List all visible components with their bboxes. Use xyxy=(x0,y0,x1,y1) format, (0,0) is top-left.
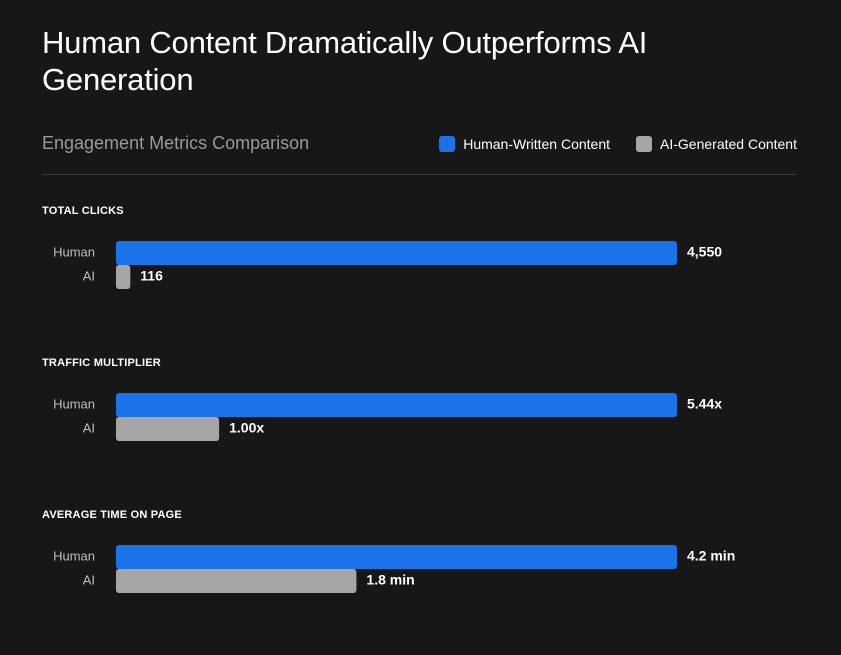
metric-label-traffic-multiplier: TRAFFIC MULTIPLIER xyxy=(42,357,161,369)
bar-traffic-multiplier-ai xyxy=(116,417,220,441)
legend-swatch-human xyxy=(439,136,456,152)
legend-swatch-ai xyxy=(636,136,653,152)
value-label-average-time-on-page-ai: 1.8 min xyxy=(366,572,414,588)
header-divider xyxy=(42,174,797,175)
value-label-total-clicks-ai: 116 xyxy=(140,268,163,284)
metric-label-total-clicks: TOTAL CLICKS xyxy=(42,205,124,217)
bar-traffic-multiplier-human xyxy=(116,393,677,417)
value-label-traffic-multiplier-ai: 1.00x xyxy=(229,420,264,436)
row-label-ai: AI xyxy=(83,572,95,587)
row-label-human: Human xyxy=(53,244,95,259)
bar-total-clicks-ai xyxy=(116,265,131,289)
value-label-total-clicks-human: 4,550 xyxy=(687,244,722,260)
row-label-human: Human xyxy=(53,396,95,411)
legend-item-ai: AI-Generated Content xyxy=(636,136,797,152)
chart-subtitle: Engagement Metrics Comparison xyxy=(42,133,310,153)
legend-label-ai: AI-Generated Content xyxy=(660,136,797,152)
row-label-ai: AI xyxy=(83,268,95,283)
row-label-human: Human xyxy=(53,548,95,563)
bar-total-clicks-human xyxy=(116,241,677,265)
bar-average-time-on-page-ai xyxy=(116,569,357,593)
legend-label-human: Human-Written Content xyxy=(463,136,611,152)
legend: Human-Written Content AI-Generated Conte… xyxy=(413,136,797,152)
bar-average-time-on-page-human xyxy=(116,545,677,569)
metric-label-average-time-on-page: AVERAGE TIME ON PAGE xyxy=(42,509,182,521)
value-label-traffic-multiplier-human: 5.44x xyxy=(687,396,722,412)
row-label-ai: AI xyxy=(83,420,95,435)
value-label-average-time-on-page-human: 4.2 min xyxy=(687,548,735,564)
legend-item-human: Human-Written Content xyxy=(439,136,610,152)
chart-title: Human Content Dramatically Outperforms A… xyxy=(42,25,648,97)
